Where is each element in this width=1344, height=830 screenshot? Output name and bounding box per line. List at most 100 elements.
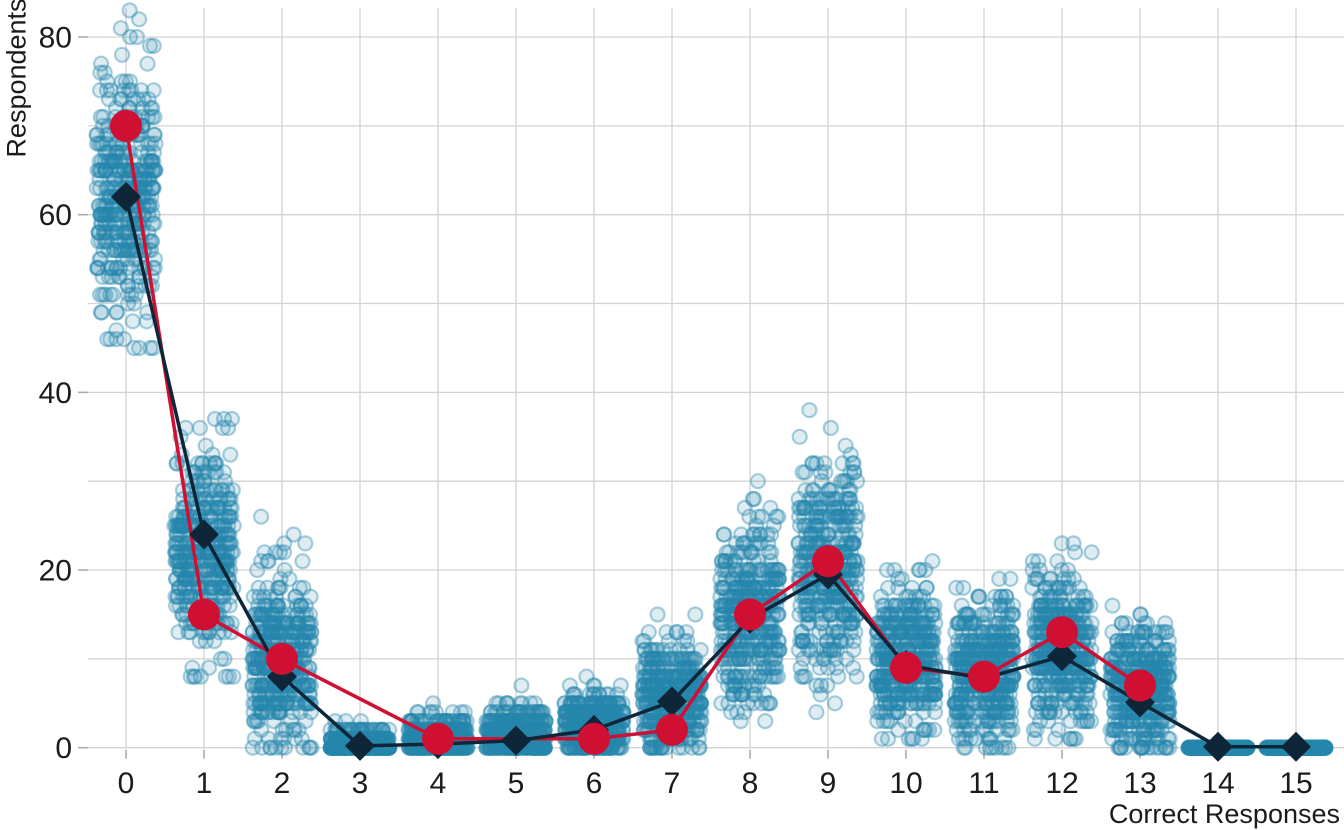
sim-point (272, 570, 289, 588)
sim-point (131, 11, 148, 28)
sim-point (108, 331, 125, 348)
sim-point (762, 695, 779, 712)
sim-point (276, 739, 293, 756)
sim-point (254, 606, 271, 623)
sim-point (137, 180, 154, 197)
sim-point (94, 135, 112, 152)
sim-point (147, 162, 164, 179)
sim-point (104, 197, 121, 214)
sim-point (714, 561, 731, 579)
sim-point (245, 588, 262, 605)
sim-point (120, 277, 137, 294)
sim-point (99, 180, 117, 197)
sim-point (139, 153, 156, 170)
sim-point (94, 117, 111, 135)
sim-point (146, 162, 163, 179)
sim-point (821, 508, 838, 525)
sim-point (814, 597, 831, 614)
sim-point (142, 153, 159, 170)
sim-point (104, 286, 122, 303)
sim-point (103, 153, 120, 170)
simulated-draws-cloud (88, 2, 1334, 756)
sim-point (121, 2, 138, 19)
sim-point (140, 135, 157, 152)
sim-point (174, 561, 191, 579)
sim-point (119, 251, 136, 268)
sim-point (208, 464, 225, 481)
sim-point (96, 206, 113, 223)
sim-point (790, 535, 807, 552)
sim-point (903, 730, 920, 747)
sim-point (91, 197, 108, 214)
sim-point (715, 526, 733, 543)
sim-point (102, 162, 119, 179)
sim-point (127, 286, 144, 303)
sim-point (115, 251, 132, 268)
sim-point (146, 108, 163, 126)
sim-point (116, 242, 133, 259)
sim-point (91, 153, 108, 170)
sim-point (116, 233, 133, 250)
sim-point (725, 588, 742, 605)
sim-point (90, 259, 107, 277)
sim-point (93, 233, 110, 250)
sim-point (204, 490, 222, 508)
sim-point (955, 579, 972, 596)
sim-point (89, 162, 106, 179)
sim-point (738, 535, 755, 552)
sim-point (120, 82, 137, 99)
sim-point (167, 544, 184, 561)
sim-point (199, 553, 216, 570)
sim-point (687, 606, 704, 623)
sim-point (92, 162, 109, 179)
sim-point (92, 304, 110, 321)
sim-point (968, 641, 985, 659)
sim-point (136, 171, 153, 188)
sim-point (98, 180, 115, 197)
sim-point (169, 553, 186, 570)
sim-point (444, 704, 461, 721)
sim-point (120, 295, 137, 312)
sim-point (144, 215, 161, 232)
sim-point (99, 233, 116, 250)
sim-point (93, 206, 110, 223)
sim-point (142, 135, 160, 152)
sim-point (101, 153, 118, 170)
sim-point (142, 153, 159, 170)
sim-point (223, 544, 240, 561)
sim-point (301, 606, 318, 623)
sim-point (750, 650, 767, 668)
sim-point (808, 704, 825, 721)
sim-point (106, 206, 123, 223)
sim-point (822, 419, 839, 436)
sim-point (141, 37, 159, 55)
sim-point (499, 695, 517, 712)
sim-point (143, 197, 160, 214)
sim-point (102, 331, 119, 348)
sim-point (839, 490, 857, 508)
sim-point (191, 632, 208, 650)
sim-point (246, 668, 263, 685)
sim-point (139, 188, 156, 205)
sim-point (115, 331, 133, 348)
sim-point (123, 82, 140, 99)
sim-point (94, 197, 111, 214)
sim-point (800, 606, 818, 623)
sim-point (977, 721, 994, 739)
sim-point (89, 259, 106, 277)
sim-point (113, 46, 131, 63)
sim-point (912, 624, 929, 641)
sim-point (96, 162, 113, 179)
sim-point (101, 215, 118, 232)
sim-point (167, 535, 184, 552)
sim-point (115, 162, 132, 179)
sim-point (920, 721, 938, 739)
sim-point (171, 561, 188, 579)
sim-point (97, 162, 114, 179)
sim-point (112, 20, 130, 37)
sim-point (770, 508, 787, 525)
sim-point (137, 162, 154, 179)
sim-point (801, 402, 818, 419)
sim-point (96, 224, 113, 241)
sim-point (720, 544, 738, 561)
